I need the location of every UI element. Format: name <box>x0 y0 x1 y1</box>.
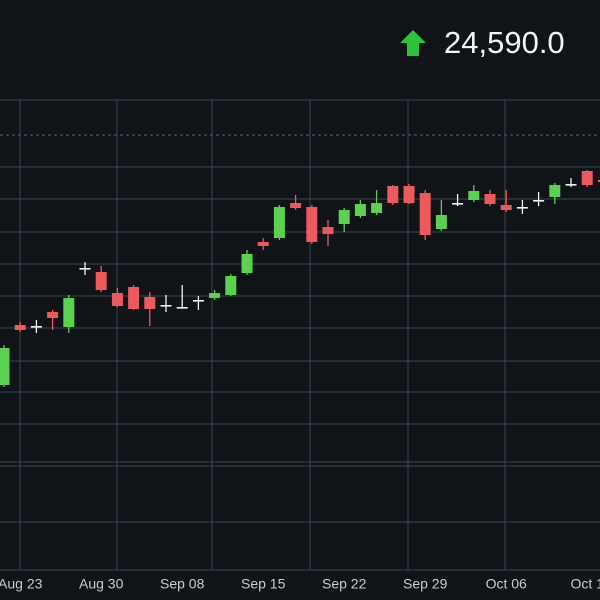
candle-body <box>484 194 496 204</box>
candle-body <box>338 210 350 224</box>
x-tick-label: Sep 08 <box>160 576 205 592</box>
candle-body <box>273 207 285 238</box>
candle-body <box>111 293 123 306</box>
candle-body <box>0 348 10 385</box>
candle-body <box>241 254 253 273</box>
candle-body <box>47 312 59 318</box>
candle-body <box>403 186 415 203</box>
candle-body <box>322 227 334 234</box>
x-tick-label: Aug 23 <box>0 576 43 592</box>
candle-body <box>452 203 464 205</box>
candle-body <box>209 293 221 298</box>
candle-body <box>597 180 600 182</box>
x-tick-label: Oct 1 <box>570 576 600 592</box>
last-price: 24,590.0 <box>444 25 565 60</box>
candle-body <box>95 272 107 290</box>
candle-body <box>581 171 593 185</box>
candle-body <box>257 242 269 246</box>
candle-body <box>79 268 91 270</box>
grid <box>0 99 600 571</box>
candle-body <box>30 326 42 328</box>
x-tick-label: Sep 29 <box>403 576 448 592</box>
candle-body <box>14 325 26 330</box>
candle-body <box>176 307 188 309</box>
candle-body <box>435 215 447 229</box>
x-tick-label: Sep 22 <box>322 576 367 592</box>
candle-body <box>128 287 140 309</box>
candle-body <box>500 205 512 210</box>
candle-body <box>290 203 302 208</box>
candle-body <box>516 207 528 209</box>
candle-body <box>371 203 383 213</box>
candle-body <box>160 305 172 307</box>
x-tick-label: Sep 15 <box>241 576 286 592</box>
candle-body <box>419 193 431 235</box>
candle-body <box>565 184 577 186</box>
candle-body <box>468 191 480 200</box>
x-tick-label: Oct 06 <box>486 576 527 592</box>
candle-body <box>225 276 237 295</box>
candle-body <box>192 300 204 302</box>
candle-body <box>144 297 156 309</box>
candle-body <box>533 200 545 202</box>
x-tick-label: Aug 30 <box>79 576 124 592</box>
candle-body <box>549 185 561 197</box>
candle-body <box>63 298 75 327</box>
candle-body <box>354 204 366 216</box>
up-arrow-icon <box>400 30 426 56</box>
candle-body <box>387 186 399 203</box>
candle-body <box>306 207 318 242</box>
